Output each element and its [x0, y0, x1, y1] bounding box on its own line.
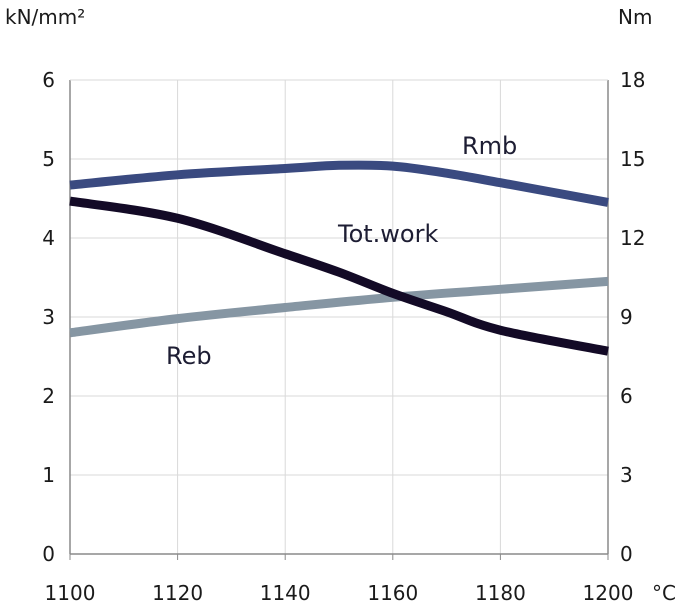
x-tick-label: 1160 [367, 581, 418, 605]
series-label-tot-work: Tot.work [337, 220, 438, 248]
left-tick-label: 4 [42, 226, 55, 250]
left-tick-label: 6 [42, 68, 55, 92]
series-labels: Rmb Tot.work Reb [166, 132, 517, 370]
right-tick-label: 18 [620, 68, 645, 92]
left-tick-label: 5 [42, 147, 55, 171]
series-line-rmb [69, 160, 609, 207]
left-tick-label: 0 [42, 542, 55, 566]
left-axis-unit: kN/mm² [5, 5, 85, 29]
left-axis-ticks: 0 1 2 3 4 5 6 [42, 68, 55, 566]
series-label-rmb: Rmb [462, 132, 517, 160]
series-lines [69, 160, 609, 356]
series-line-tot-work [69, 196, 609, 356]
x-tick-label: 1140 [260, 581, 311, 605]
right-axis-ticks: 0 3 6 9 12 15 18 [620, 68, 645, 566]
left-tick-label: 1 [42, 463, 55, 487]
x-axis-ticks: 1100 1120 1140 1160 1180 1200 [45, 581, 634, 605]
x-tick-label: 1100 [45, 581, 96, 605]
right-tick-label: 12 [620, 226, 645, 250]
right-axis-unit: Nm [618, 5, 652, 29]
x-axis-unit: °C [652, 581, 676, 605]
right-tick-label: 9 [620, 305, 633, 329]
x-tick-label: 1120 [152, 581, 203, 605]
left-tick-label: 2 [42, 384, 55, 408]
right-tick-label: 15 [620, 147, 645, 171]
series-label-reb: Reb [166, 342, 212, 370]
x-tick-label: 1200 [583, 581, 634, 605]
right-tick-label: 3 [620, 463, 633, 487]
x-tick-label: 1180 [475, 581, 526, 605]
plot-frame [69, 79, 609, 555]
left-tick-label: 3 [42, 305, 55, 329]
right-tick-label: 0 [620, 542, 633, 566]
series-line-reb [69, 276, 609, 338]
right-tick-label: 6 [620, 384, 633, 408]
